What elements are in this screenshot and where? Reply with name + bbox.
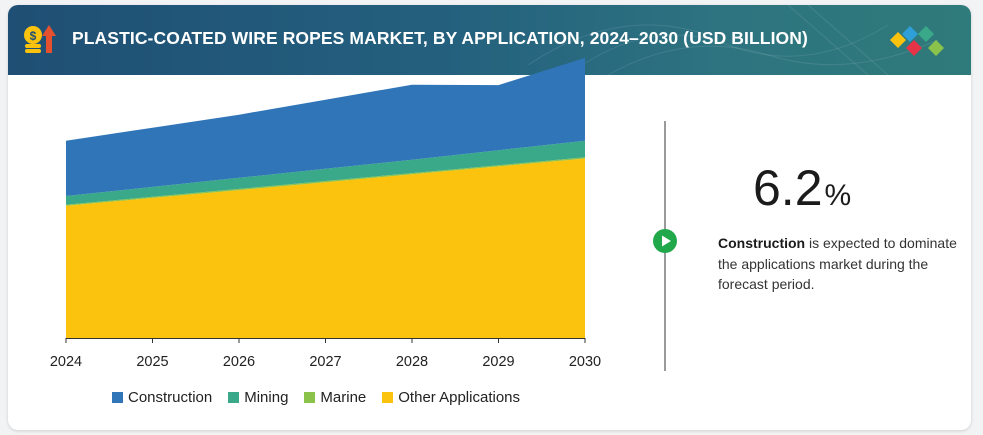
legend-item-other-applications[interactable]: Other Applications xyxy=(382,389,520,406)
legend-label-construction: Construction xyxy=(128,388,213,406)
area-series-group xyxy=(66,57,585,338)
highlight-text: is expected to dominate the applications… xyxy=(718,235,957,292)
cagr-unit: % xyxy=(824,179,852,212)
legend-swatch-mining xyxy=(228,391,240,403)
legend-item-construction[interactable]: Construction xyxy=(112,389,212,406)
x-tick-label: 2028 xyxy=(396,354,428,370)
legend-label-marine: Marine xyxy=(320,388,367,406)
area-other-applications xyxy=(66,158,585,338)
area-mining xyxy=(66,140,585,205)
x-tick-label: 2024 xyxy=(50,354,82,370)
header-banner: $ PLASTIC-COATED WIRE ROPES MARKET, BY A… xyxy=(8,5,971,75)
x-tick-label: 2027 xyxy=(309,354,341,370)
play-button[interactable] xyxy=(653,229,677,253)
x-axis-ticks: 2024 2025 2026 2027 2028 2029 2030 xyxy=(50,338,601,370)
infographic-card: $ PLASTIC-COATED WIRE ROPES MARKET, BY A… xyxy=(8,5,971,430)
legend-swatch-construction xyxy=(112,391,123,403)
play-icon xyxy=(662,235,671,247)
header-pattern xyxy=(527,5,939,75)
legend-item-marine[interactable]: Marine xyxy=(304,389,366,406)
highlight-segment: Construction xyxy=(718,235,806,251)
x-tick-label: 2030 xyxy=(569,354,601,370)
legend-swatch-marine xyxy=(304,391,316,403)
area-marine xyxy=(66,157,585,206)
x-tick-label: 2026 xyxy=(223,354,255,370)
legend-label-mining: Mining xyxy=(244,388,289,406)
legend-swatch-other-applications xyxy=(382,391,394,403)
area-construction xyxy=(66,57,585,197)
cagr-stat: 6.2% xyxy=(753,163,851,213)
svg-text:$: $ xyxy=(30,29,37,43)
brand-logo-icon xyxy=(890,26,944,56)
legend-item-mining[interactable]: Mining xyxy=(228,389,288,406)
chart-title: PLASTIC-COATED WIRE ROPES MARKET, BY APP… xyxy=(72,28,808,48)
x-tick-label: 2029 xyxy=(482,354,514,370)
legend-label-other-applications: Other Applications xyxy=(398,388,521,406)
highlight-description: Construction is expected to dominate the… xyxy=(718,233,958,295)
money-growth-icon: $ xyxy=(24,25,56,53)
area-chart: 2024 2025 2026 2027 2028 2029 2030 xyxy=(50,57,601,370)
chart-legend: Construction Mining Marine Other Applica… xyxy=(112,387,536,407)
x-tick-label: 2025 xyxy=(136,354,168,370)
cagr-value: 6.2 xyxy=(753,160,823,216)
